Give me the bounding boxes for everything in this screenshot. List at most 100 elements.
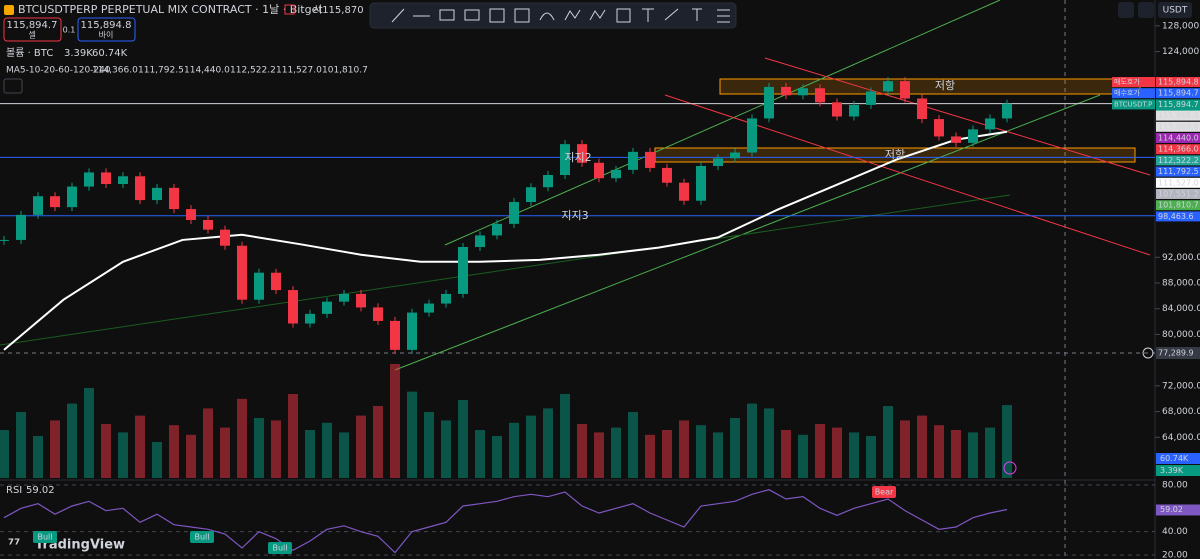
candle — [577, 144, 587, 163]
volume-bar — [1002, 405, 1012, 478]
price-tag-value: 114,366.0 — [1158, 145, 1199, 154]
rsi-value: 59.02 — [26, 485, 55, 496]
volume-bar — [543, 408, 553, 478]
logo: TradingView — [35, 538, 125, 553]
open-value: 시115,870 — [313, 4, 364, 16]
crosshair-tag — [1156, 347, 1200, 359]
tool-icon[interactable] — [589, 9, 606, 21]
volume-bar — [509, 422, 519, 478]
volume-bar — [220, 427, 230, 478]
candle — [152, 187, 162, 201]
signal: Bull — [37, 533, 52, 542]
tag-label-bg — [1112, 77, 1155, 87]
rsi-line — [3, 489, 1008, 554]
candle — [934, 119, 944, 137]
candle — [611, 169, 621, 179]
price-tag-value: 115,868.9 — [1158, 122, 1199, 131]
volume-tag — [1156, 465, 1200, 476]
sell-price[interactable]: 115,894.7 — [7, 20, 58, 31]
signal-badge — [872, 486, 896, 498]
price-tag-value: 114,440.0 — [1158, 134, 1199, 143]
tool-icon[interactable] — [439, 9, 455, 21]
candle — [900, 81, 910, 99]
volume-bar — [0, 430, 9, 478]
tool-icon[interactable] — [489, 8, 505, 23]
candle — [322, 301, 332, 314]
volume-bar — [577, 424, 587, 478]
volume-tag — [1156, 453, 1200, 464]
symbol-title[interactable]: BTCUSDTPERP PERPETUAL MIX CONTRACT · 1날 … — [18, 3, 323, 16]
candle — [118, 176, 128, 184]
tool-icon[interactable] — [514, 8, 530, 23]
signal-badge — [33, 531, 57, 543]
trend-line[interactable] — [394, 94, 1101, 371]
add-button[interactable] — [1142, 347, 1154, 359]
candle — [832, 102, 842, 117]
price-tag-value: 98,463.6 — [1158, 212, 1194, 221]
candle — [662, 167, 672, 183]
candle — [917, 98, 927, 120]
candle — [475, 235, 485, 247]
trend-line[interactable] — [764, 57, 1151, 176]
buy-button[interactable] — [77, 17, 136, 42]
tool-icon[interactable] — [664, 8, 679, 21]
trend-line[interactable] — [0, 194, 1011, 346]
tag-label: BTCUSDT.P — [1114, 100, 1152, 108]
sell-label[interactable]: 셀 — [28, 30, 35, 40]
price-tag-value: 112,522.2 — [1158, 156, 1199, 165]
price-tag — [1156, 200, 1200, 211]
tool-icon[interactable] — [717, 9, 730, 23]
candle — [458, 247, 468, 294]
currency-button[interactable] — [1158, 2, 1192, 18]
price-tag — [1156, 155, 1200, 166]
trend-line[interactable] — [664, 94, 1151, 256]
candle — [339, 293, 349, 302]
candle — [543, 175, 553, 188]
volume-bar — [662, 430, 672, 478]
volume-bar — [730, 418, 740, 478]
volume-bar — [67, 403, 77, 478]
volume-bar — [968, 432, 978, 478]
tool-icon[interactable] — [616, 8, 631, 23]
sell-button[interactable] — [3, 17, 62, 42]
volume-bar — [254, 418, 264, 478]
candle — [254, 272, 264, 300]
tool-icon[interactable] — [642, 8, 654, 22]
ma-value: 114,366.0 — [92, 66, 138, 76]
tool-icon[interactable] — [391, 8, 405, 23]
candle — [747, 118, 757, 153]
currency[interactable]: USDT — [1163, 6, 1188, 16]
volume-legend: 볼륨 · BTC — [6, 47, 53, 59]
buy-label[interactable]: 바이 — [99, 30, 114, 40]
volume-bar — [628, 412, 638, 478]
tool-icon[interactable] — [464, 9, 480, 21]
buy-price[interactable]: 115,894.8 — [81, 20, 132, 31]
flag[interactable] — [284, 4, 295, 15]
tool-icon[interactable] — [539, 12, 555, 21]
alert-icon[interactable] — [1003, 461, 1017, 475]
volume-legend-value: 3.39K — [64, 48, 93, 59]
volume-bar — [849, 432, 859, 478]
candle — [288, 290, 298, 324]
volume-bar — [458, 400, 468, 478]
trend-line[interactable] — [444, 0, 1001, 246]
tool-icon[interactable] — [692, 8, 702, 21]
volume-bar — [713, 432, 723, 478]
button[interactable] — [1118, 2, 1134, 18]
candle — [203, 220, 213, 230]
button[interactable] — [1138, 2, 1154, 18]
candle — [594, 162, 604, 179]
tag-label-bg — [1112, 99, 1155, 110]
volume-bar — [356, 415, 366, 478]
volume-bar — [492, 436, 502, 478]
price-tag — [1156, 211, 1200, 222]
logo-mark: ⁷⁷ — [8, 537, 20, 553]
candle — [951, 136, 961, 143]
collapse-button[interactable] — [3, 78, 23, 94]
price-tag — [1156, 77, 1200, 87]
volume-bar — [101, 424, 111, 478]
annotation: 지지2 — [564, 151, 591, 164]
volume-bar — [985, 427, 995, 478]
candle — [985, 118, 995, 130]
tool-icon[interactable] — [564, 9, 581, 21]
